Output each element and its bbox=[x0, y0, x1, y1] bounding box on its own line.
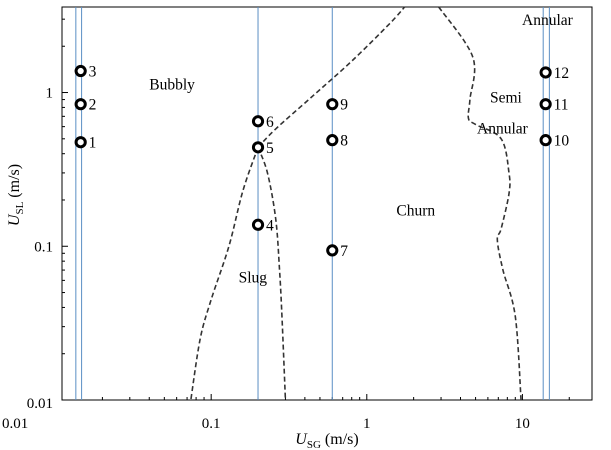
data-point-label: 11 bbox=[554, 97, 569, 114]
data-point bbox=[74, 64, 87, 78]
plot-frame bbox=[61, 6, 593, 401]
data-point bbox=[326, 98, 339, 111]
x-tick-labels: 0.01 0.1 1 10 bbox=[2, 416, 530, 432]
region-labels: Bubbly Slug Churn Semi Annular Annular bbox=[149, 12, 573, 287]
region-label: Semi bbox=[490, 90, 523, 107]
y-tick-label: 1 bbox=[46, 86, 54, 102]
boundary-bubbly-slug-to-churn bbox=[257, 6, 406, 148]
data-point-label: 5 bbox=[266, 140, 274, 157]
region-label: Slug bbox=[239, 270, 268, 287]
region-label: Annular bbox=[477, 121, 529, 138]
region-label: Annular bbox=[522, 12, 574, 29]
y-tick-label: 0.1 bbox=[34, 239, 53, 255]
x-tick-label: 0.1 bbox=[202, 416, 221, 432]
x-tick-label: 1 bbox=[363, 416, 371, 432]
data-point bbox=[539, 66, 552, 79]
data-point-label: 3 bbox=[89, 64, 97, 81]
data-point bbox=[326, 244, 339, 257]
data-point-label: 1 bbox=[89, 135, 97, 152]
data-point-label: 8 bbox=[340, 133, 348, 150]
boundary-slug-left bbox=[190, 147, 259, 401]
y-axis-title: USL (m/s) bbox=[6, 164, 26, 226]
y-axis-title-main: U bbox=[6, 213, 23, 226]
x-tick-label: 0.01 bbox=[2, 416, 28, 432]
x-tick-label: 10 bbox=[515, 416, 530, 432]
data-point-label: 10 bbox=[554, 133, 570, 150]
data-point-label: 9 bbox=[340, 97, 348, 114]
x-axis-title: USG (m/s) bbox=[295, 431, 358, 450]
data-point-label: 6 bbox=[266, 114, 274, 131]
data-point bbox=[539, 98, 552, 111]
vertical-reference-lines bbox=[75, 7, 550, 400]
data-point bbox=[326, 134, 339, 147]
data-point bbox=[74, 98, 87, 111]
x-axis-title-sub: SG bbox=[307, 439, 321, 450]
boundary-slug-churn bbox=[257, 147, 287, 401]
data-point bbox=[251, 141, 265, 154]
data-point-label: 4 bbox=[266, 217, 274, 234]
data-point bbox=[74, 136, 87, 149]
data-point bbox=[251, 115, 265, 128]
data-point bbox=[251, 218, 265, 231]
data-point bbox=[539, 134, 552, 147]
x-axis-title-unit: (m/s) bbox=[321, 431, 359, 448]
region-label: Bubbly bbox=[149, 76, 195, 93]
y-axis-title-sub: SL bbox=[14, 201, 26, 214]
boundary-churn-semi-annular bbox=[438, 6, 522, 401]
y-tick-labels: 0.01 0.1 1 bbox=[27, 86, 53, 412]
data-point-label: 7 bbox=[340, 243, 348, 260]
minor-ticks bbox=[62, 18, 570, 401]
data-point-label: 12 bbox=[554, 65, 570, 82]
data-point-label: 2 bbox=[89, 97, 97, 114]
x-axis-title-main: U bbox=[295, 431, 308, 448]
y-axis-title-unit: (m/s) bbox=[6, 164, 23, 202]
y-tick-label: 0.01 bbox=[27, 396, 53, 412]
region-label: Churn bbox=[396, 203, 435, 220]
regime-boundaries bbox=[190, 6, 522, 401]
